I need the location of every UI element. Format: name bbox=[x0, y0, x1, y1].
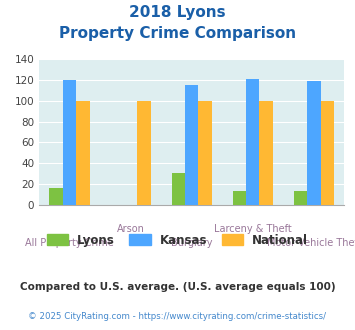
Text: Compared to U.S. average. (U.S. average equals 100): Compared to U.S. average. (U.S. average … bbox=[20, 282, 335, 292]
Bar bbox=[307, 81, 321, 205]
Bar bbox=[63, 80, 76, 205]
Text: Motor Vehicle Theft: Motor Vehicle Theft bbox=[267, 238, 355, 248]
Bar bbox=[233, 191, 246, 205]
Text: Burglary: Burglary bbox=[171, 238, 212, 248]
Bar bbox=[198, 101, 212, 205]
Bar bbox=[137, 101, 151, 205]
Bar bbox=[294, 191, 307, 205]
Text: Property Crime Comparison: Property Crime Comparison bbox=[59, 26, 296, 41]
Text: Larceny & Theft: Larceny & Theft bbox=[214, 224, 292, 234]
Bar bbox=[321, 101, 334, 205]
Bar bbox=[49, 188, 63, 205]
Bar bbox=[260, 101, 273, 205]
Bar bbox=[171, 174, 185, 205]
Bar bbox=[246, 79, 260, 205]
Text: © 2025 CityRating.com - https://www.cityrating.com/crime-statistics/: © 2025 CityRating.com - https://www.city… bbox=[28, 312, 327, 321]
Text: 2018 Lyons: 2018 Lyons bbox=[129, 5, 226, 20]
Bar bbox=[76, 101, 90, 205]
Text: Arson: Arson bbox=[117, 224, 144, 234]
Legend: Lyons, Kansas, National: Lyons, Kansas, National bbox=[42, 229, 313, 251]
Bar bbox=[185, 85, 198, 205]
Text: All Property Crime: All Property Crime bbox=[25, 238, 114, 248]
